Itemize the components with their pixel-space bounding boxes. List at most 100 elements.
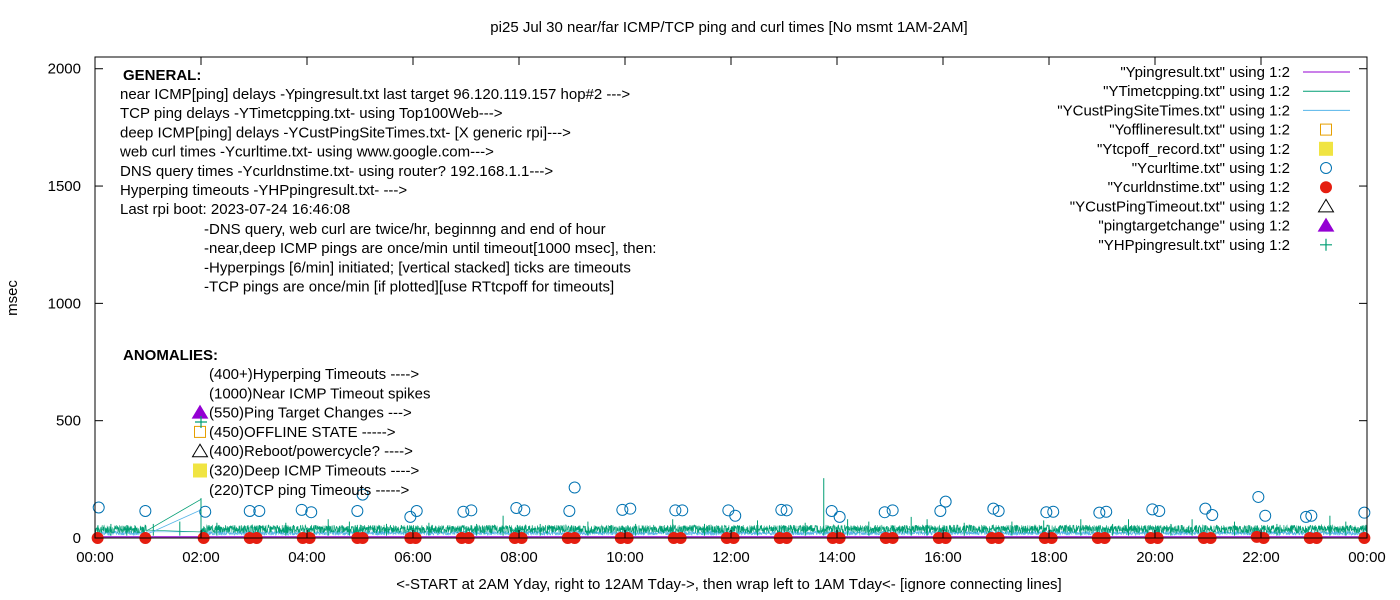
anomaly-line: (1000)Near ICMP Timeout spikes xyxy=(209,385,430,402)
curl-time-point xyxy=(410,505,423,518)
legend-entry-label: "Ycurltime.txt" using 1:2 xyxy=(1132,160,1290,177)
curl-time-point xyxy=(1093,506,1106,519)
legend-marker-sample xyxy=(1317,198,1335,213)
curl-time-point xyxy=(1047,505,1060,518)
curl-time-point xyxy=(563,505,576,518)
general-note: -Hyperpings [6/min] initiated; [vertical… xyxy=(204,259,631,276)
tcp-gap-connector xyxy=(146,498,202,532)
curl-time-point xyxy=(199,505,212,518)
anomaly-line: (450)OFFLINE STATE -----> xyxy=(209,424,396,441)
legend-entry-label: "pingtargetchange" using 1:2 xyxy=(1098,218,1290,235)
curl-time-point xyxy=(934,505,947,518)
anomalies-block: ANOMALIES: (400+)Hyperping Timeouts ---->… xyxy=(123,347,430,499)
legend-entry-label: "YCustPingTimeout.txt" using 1:2 xyxy=(1070,198,1290,215)
x-tick-label: 04:00 xyxy=(288,549,326,566)
curl-time-point xyxy=(351,505,364,518)
curl-time-point xyxy=(676,504,689,517)
x-tick-label: 06:00 xyxy=(394,549,432,566)
anomaly-line: (220)TCP ping Timeouts -----> xyxy=(209,482,409,499)
anomaly-marker xyxy=(191,404,209,419)
general-line: web curl times -Ycurltime.txt- using www… xyxy=(119,144,494,161)
curl-time-point xyxy=(780,504,793,517)
curl-time-point xyxy=(253,505,266,518)
anomaly-marker xyxy=(191,443,209,458)
legend-entry-label: "Ycurldnstime.txt" using 1:2 xyxy=(1108,179,1290,196)
x-tick-label: 08:00 xyxy=(500,549,538,566)
x-tick-label: 00:00 xyxy=(1348,549,1386,566)
curl-time-point xyxy=(243,505,256,518)
curl-time-point xyxy=(139,505,152,518)
y-tick-label: 500 xyxy=(56,413,81,430)
curl-time-point xyxy=(624,502,637,515)
curl-time-point xyxy=(404,510,417,523)
general-line: Hyperping timeouts -YHPpingresult.txt- -… xyxy=(120,182,407,199)
curl-time-point xyxy=(987,502,1000,515)
curl-time-point xyxy=(729,509,742,522)
curl-time-point xyxy=(1146,503,1159,516)
general-heading: GENERAL: xyxy=(123,67,201,84)
curl-time-point xyxy=(1199,502,1212,515)
axes-layer: 0 500 1000 1500 2000 00:00 02:00 04:00 06:00 08:0… xyxy=(48,57,1386,566)
x-tick-label: 10:00 xyxy=(606,549,644,566)
curl-time-point xyxy=(886,504,899,517)
x-axis-label: <-START at 2AM Yday, right to 12AM Tday-… xyxy=(396,576,1061,593)
legend-marker-sample xyxy=(1320,238,1332,251)
plot-frame xyxy=(94,56,1368,539)
y-tick-label: 2000 xyxy=(48,61,81,78)
curl-time-point xyxy=(1358,506,1371,519)
legend: "Ypingresult.txt" using 1:2 "YTimetcpping… xyxy=(1057,64,1350,254)
x-tick-label: 12:00 xyxy=(712,549,750,566)
general-line: deep ICMP[ping] delays -YCustPingSiteTim… xyxy=(120,124,571,141)
legend-entry-label: "YCustPingSiteTimes.txt" using 1:2 xyxy=(1057,102,1290,119)
curl-time-point xyxy=(1252,490,1265,503)
x-tick-label: 18:00 xyxy=(1030,549,1068,566)
curl-time-point xyxy=(518,504,531,517)
anomalies-heading: ANOMALIES: xyxy=(123,347,218,364)
curl-time-point xyxy=(1305,509,1318,522)
general-line: TCP ping delays -YTimetcpping.txt- using… xyxy=(120,105,503,122)
curl-time-point xyxy=(295,503,308,516)
y-tick-label: 1500 xyxy=(48,178,81,195)
anomaly-line: (400)Reboot/powercycle? ----> xyxy=(209,443,413,460)
x-tick-label: 22:00 xyxy=(1242,549,1280,566)
y-tick-label: 0 xyxy=(73,530,81,547)
curl-time-point xyxy=(510,501,523,514)
anomaly-marker xyxy=(193,463,207,478)
legend-marker-sample xyxy=(1320,181,1332,194)
curl-time-point xyxy=(939,495,952,508)
curl-time-point xyxy=(465,504,478,517)
general-note: -TCP pings are once/min [if plotted][use… xyxy=(204,279,614,296)
legend-entry-label: "Ypingresult.txt" using 1:2 xyxy=(1120,64,1290,81)
y-tick-label: 1000 xyxy=(48,295,81,312)
deep-gap-connector xyxy=(146,509,202,535)
curl-time-point xyxy=(825,505,838,518)
general-block: GENERAL: near ICMP[ping] delays -Ypingres… xyxy=(119,67,656,296)
curl-time-point xyxy=(356,488,369,501)
legend-entry-label: "YTimetcpping.txt" using 1:2 xyxy=(1103,83,1290,100)
x-tick-label: 00:00 xyxy=(76,549,114,566)
general-note: -near,deep ICMP pings are once/min until… xyxy=(204,240,656,257)
legend-marker-sample xyxy=(1320,123,1332,136)
deep-icmp-series-line xyxy=(94,529,1368,537)
curl-time-point xyxy=(992,505,1005,518)
general-line: Last rpi boot: 2023-07-24 16:46:08 xyxy=(120,201,350,218)
curl-time-point xyxy=(1100,505,1113,518)
x-tick-label: 16:00 xyxy=(924,549,962,566)
tcp-ping-series-line xyxy=(94,523,1368,535)
x-tick-label: 14:00 xyxy=(818,549,856,566)
curl-time-point xyxy=(457,505,470,518)
curl-time-point xyxy=(616,503,629,516)
curl-time-point xyxy=(1206,509,1219,522)
curl-time-point xyxy=(1153,505,1166,518)
legend-entry-label: "Ytcpoff_record.txt" using 1:2 xyxy=(1097,141,1290,158)
general-line: DNS query times -Ycurldnstime.txt- using… xyxy=(120,163,553,180)
curl-time-point xyxy=(305,506,318,519)
curl-time-point xyxy=(92,501,105,514)
curl-time-point xyxy=(833,510,846,523)
curl-time-point xyxy=(878,506,891,519)
legend-marker-sample xyxy=(1320,162,1332,174)
curl-time-point xyxy=(1300,510,1313,523)
y-axis-label: msec xyxy=(4,280,21,316)
chart-title: pi25 Jul 30 near/far ICMP/TCP ping and c… xyxy=(490,19,967,36)
